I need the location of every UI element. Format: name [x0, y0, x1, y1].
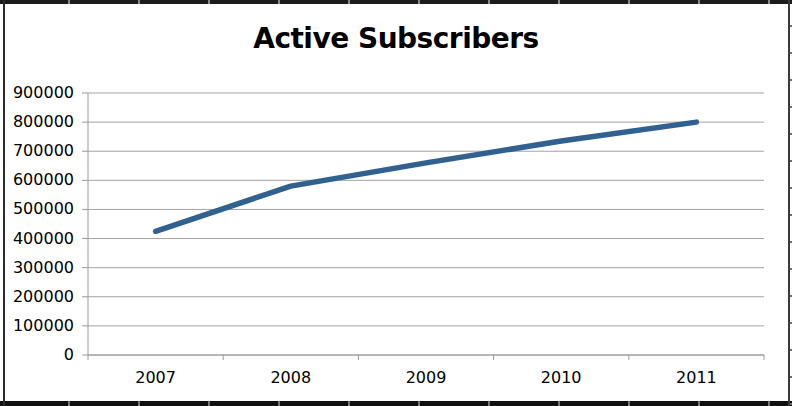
y-axis-tick-label: 400000	[0, 230, 74, 248]
y-axis-tick-label: 100000	[0, 317, 74, 335]
x-axis-tick-label: 2011	[636, 369, 756, 387]
y-axis-tick-label: 600000	[0, 171, 74, 189]
y-axis-tick-label: 0	[0, 346, 74, 364]
x-axis-tick-label: 2009	[366, 369, 486, 387]
y-axis-tick-label: 800000	[0, 113, 74, 131]
x-axis-tick-label: 2008	[231, 369, 351, 387]
chart-canvas: Active Subscribers 010000020000030000040…	[0, 0, 792, 406]
x-axis-tick-label: 2007	[96, 369, 216, 387]
series-line	[156, 122, 697, 231]
y-axis-tick-label: 200000	[0, 288, 74, 306]
y-axis-tick-label: 700000	[0, 142, 74, 160]
y-axis-tick-label: 300000	[0, 259, 74, 277]
line-chart-plot	[0, 0, 792, 406]
y-axis-tick-label: 900000	[0, 84, 74, 102]
y-axis-tick-label: 500000	[0, 200, 74, 218]
x-axis-tick-label: 2010	[501, 369, 621, 387]
